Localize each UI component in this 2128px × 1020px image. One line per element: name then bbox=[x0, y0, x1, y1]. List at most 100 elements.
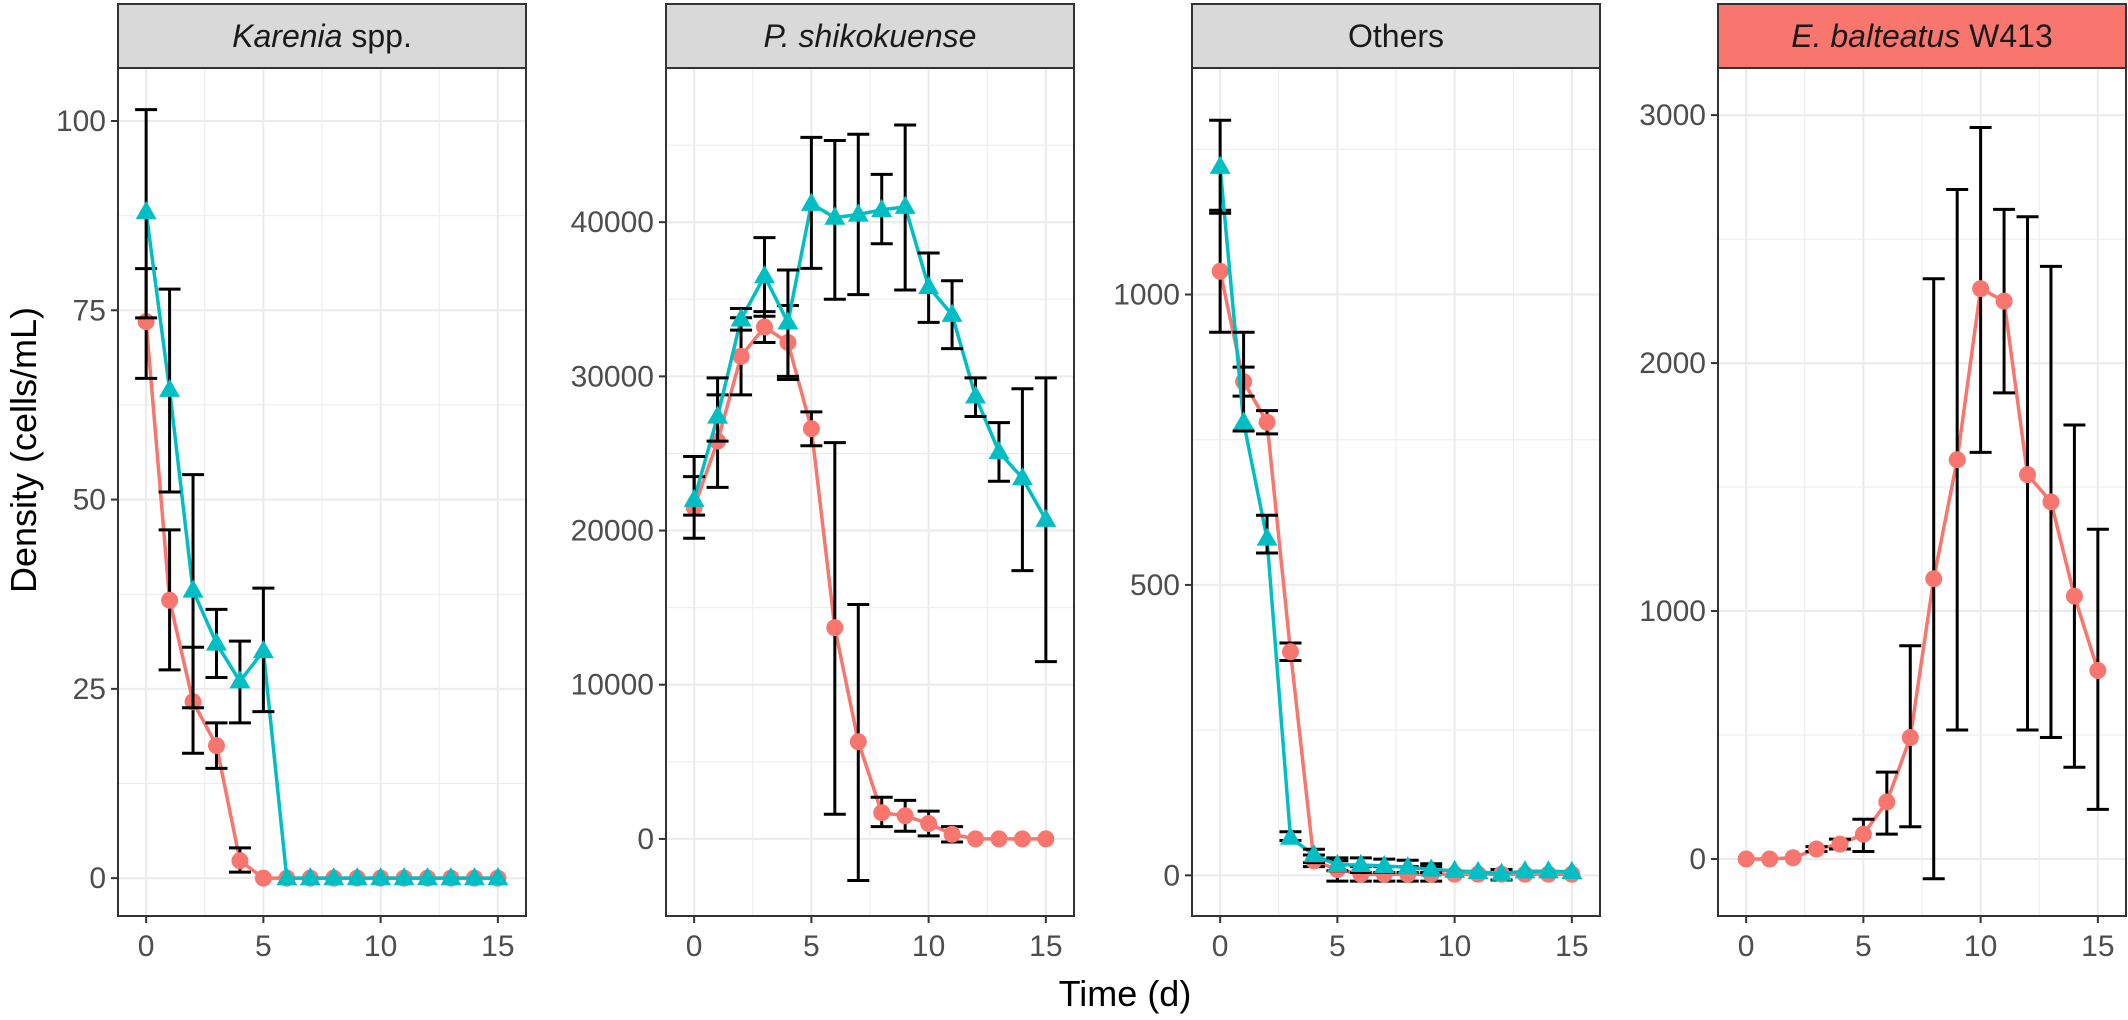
panel-3: Others 0 500 1000 0 5 10 15 bbox=[1113, 3, 1601, 963]
data-point-circle bbox=[207, 737, 225, 755]
data-point-circle bbox=[1878, 793, 1896, 811]
data-point-circle bbox=[967, 830, 985, 848]
data-point-circle bbox=[1037, 830, 1055, 848]
data-point-triangle bbox=[988, 440, 1010, 460]
panel-4: E. balteatus W413 0 1000 2000 3000 0 5 10 15 bbox=[1639, 3, 2127, 963]
data-point-triangle bbox=[871, 198, 893, 217]
data-point-triangle bbox=[941, 303, 963, 322]
strip-label: P. shikokuense bbox=[764, 18, 977, 54]
x-tick-label: 0 bbox=[686, 930, 703, 963]
y-axis: 0 25 50 75 100 bbox=[56, 105, 118, 895]
x-tick-label: 5 bbox=[255, 930, 272, 963]
data-point-triangle bbox=[463, 867, 485, 886]
strip-background bbox=[117, 3, 527, 69]
x-tick-label: 10 bbox=[364, 930, 397, 963]
data-point-triangle bbox=[206, 632, 227, 651]
data-point-circle bbox=[826, 619, 844, 637]
strip-background bbox=[1717, 3, 2127, 69]
data-point-triangle bbox=[1420, 858, 1442, 877]
x-axis: 0 5 10 15 bbox=[1738, 916, 2115, 963]
y-tick-label: 40000 bbox=[571, 206, 654, 239]
data-point-circle bbox=[755, 318, 773, 336]
data-point-triangle bbox=[1303, 844, 1325, 863]
data-point-triangle bbox=[683, 488, 705, 507]
y-tick-label: 30000 bbox=[571, 360, 654, 393]
data-point-triangle bbox=[1280, 826, 1301, 845]
data-point-circle bbox=[1784, 849, 1802, 867]
series-line-control bbox=[1218, 166, 1572, 876]
y-tick-label: 0 bbox=[89, 862, 106, 895]
data-point-triangle bbox=[1537, 860, 1559, 879]
data-point-triangle bbox=[299, 867, 321, 886]
y-tick-label: 1000 bbox=[1113, 279, 1180, 312]
series-line-control bbox=[144, 211, 498, 880]
x-tick-label: 5 bbox=[1329, 930, 1346, 963]
data-point-triangle bbox=[894, 195, 916, 214]
data-point-circle bbox=[1807, 840, 1825, 858]
data-point-circle bbox=[1281, 643, 1299, 661]
y-tick-label: 0 bbox=[1163, 859, 1180, 892]
x-tick-label: 10 bbox=[1438, 930, 1471, 963]
strip-label: E. balteatus W413 bbox=[1791, 18, 2052, 54]
data-point-triangle bbox=[487, 867, 509, 886]
data-point-triangle bbox=[730, 308, 752, 327]
data-point-circle bbox=[732, 347, 750, 365]
data-point-triangle bbox=[1444, 859, 1466, 878]
data-point-triangle bbox=[182, 579, 204, 598]
y-tick-label: 0 bbox=[637, 823, 654, 856]
data-point-triangle bbox=[276, 867, 298, 886]
data-point-circle bbox=[802, 420, 820, 438]
data-point-triangle bbox=[965, 385, 986, 404]
series-control bbox=[1209, 118, 1583, 881]
data-point-circle bbox=[1013, 830, 1031, 848]
data-point-triangle bbox=[847, 203, 869, 222]
x-tick-label: 15 bbox=[1555, 930, 1588, 963]
data-point-circle bbox=[1211, 262, 1229, 280]
x-tick-label: 15 bbox=[1029, 930, 1062, 963]
plot-border bbox=[1717, 67, 2127, 917]
data-point-triangle bbox=[346, 867, 368, 886]
x-tick-label: 0 bbox=[1212, 930, 1229, 963]
data-point-triangle bbox=[1397, 856, 1419, 875]
data-point-circle bbox=[1761, 850, 1779, 868]
data-point-triangle bbox=[1514, 860, 1536, 879]
y-tick-label: 0 bbox=[1689, 843, 1706, 876]
panel-2: P. shikokuense 0 10000 20000 30000 40000 0 5 10 1… bbox=[571, 3, 1075, 963]
y-tick-label: 10000 bbox=[571, 669, 654, 702]
y-tick-label: 50 bbox=[73, 484, 106, 517]
plot-border bbox=[665, 67, 1075, 917]
data-point-circle bbox=[1258, 413, 1276, 431]
data-point-circle bbox=[990, 830, 1008, 848]
data-point-circle bbox=[1901, 728, 1919, 746]
data-point-triangle bbox=[1350, 853, 1372, 873]
data-point-triangle bbox=[1256, 527, 1278, 546]
data-point-circle bbox=[943, 825, 961, 843]
y-tick-label: 25 bbox=[73, 673, 106, 706]
data-point-triangle bbox=[323, 867, 345, 886]
data-point-triangle bbox=[777, 311, 799, 330]
series-line-treatment bbox=[1746, 286, 2100, 861]
y-tick-label: 2000 bbox=[1639, 347, 1706, 380]
data-point-circle bbox=[1737, 850, 1755, 868]
data-point-triangle bbox=[800, 192, 822, 211]
data-point-circle bbox=[2042, 493, 2060, 511]
x-tick-label: 5 bbox=[1855, 930, 1872, 963]
data-point-circle bbox=[1972, 280, 1990, 298]
data-point-triangle bbox=[440, 867, 462, 886]
data-point-circle bbox=[254, 869, 272, 887]
series-control bbox=[683, 123, 1057, 664]
data-point-triangle bbox=[707, 405, 729, 424]
data-point-circle bbox=[849, 733, 867, 751]
y-axis-title: Density (cells/mL) bbox=[3, 307, 44, 593]
plot-border bbox=[1191, 67, 1601, 917]
y-axis: 0 10000 20000 30000 40000 bbox=[571, 206, 666, 856]
series-control bbox=[135, 108, 509, 886]
y-tick-label: 20000 bbox=[571, 515, 654, 548]
data-point-circle bbox=[896, 807, 914, 825]
series-line-control bbox=[692, 201, 1048, 521]
data-point-triangle bbox=[918, 275, 940, 295]
data-point-triangle bbox=[252, 640, 274, 659]
series-line-treatment bbox=[692, 325, 1046, 841]
